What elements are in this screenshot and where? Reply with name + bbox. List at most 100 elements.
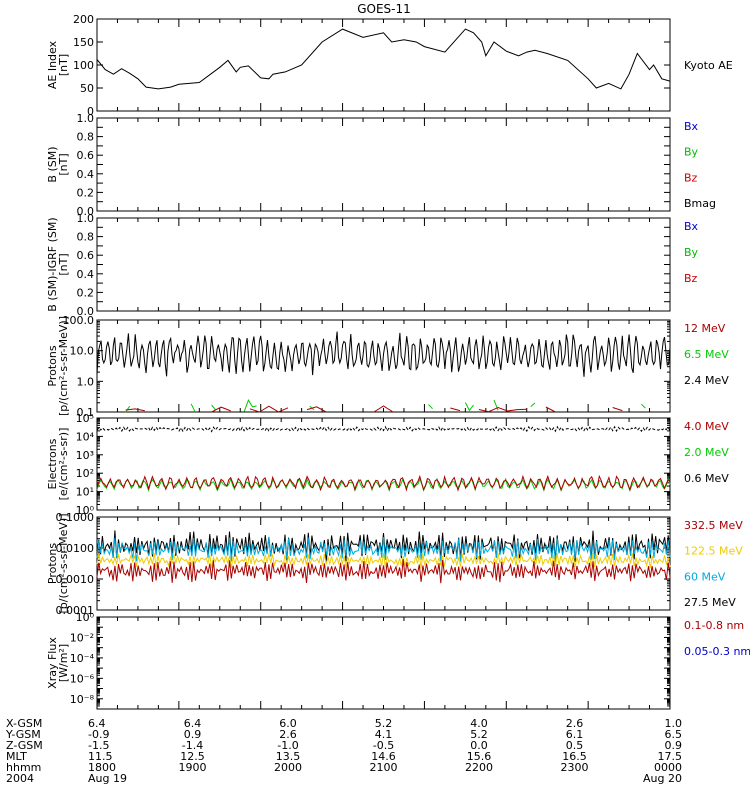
y-tick-label: 10⁻⁴ bbox=[70, 652, 95, 665]
y-tick-label: 0.0 bbox=[77, 205, 95, 218]
series-line bbox=[545, 406, 556, 413]
series-line bbox=[96, 559, 671, 584]
y-axis-label: B (SM) bbox=[46, 146, 59, 182]
series-line bbox=[211, 406, 231, 413]
y-tick-label: 100.0 bbox=[63, 314, 95, 327]
panel-frame bbox=[96, 117, 671, 212]
x-row-value: 0000 bbox=[654, 761, 682, 774]
legend-entry: 332.5 MeV bbox=[684, 519, 743, 532]
y-axis-label: AE Index bbox=[46, 40, 59, 89]
panel-frame bbox=[96, 516, 671, 611]
series-line bbox=[428, 404, 433, 410]
legend-entry: By bbox=[684, 246, 699, 259]
y-tick-label: 10⁻⁶ bbox=[70, 672, 95, 685]
y-axis-label: [p/(cm²-s-sr-MeV)] bbox=[57, 316, 70, 416]
legend-entry: 60 MeV bbox=[684, 570, 726, 583]
y-tick-label: 0.0010 bbox=[56, 573, 95, 586]
x-row-value: 6.1 bbox=[566, 728, 584, 741]
x-row-value: 4.0 bbox=[470, 717, 488, 730]
y-axis-label: Protons bbox=[46, 543, 59, 584]
y-tick-label: 0.1000 bbox=[56, 511, 95, 524]
series-line bbox=[190, 403, 196, 413]
y-tick-label: 10.0 bbox=[70, 345, 95, 358]
y-tick-label: 0.6 bbox=[77, 249, 95, 262]
series-line bbox=[464, 402, 474, 412]
x-row-label: Y-GSM bbox=[5, 728, 41, 741]
x-row-value: 13.5 bbox=[276, 750, 301, 763]
x-row-value: 1800 bbox=[88, 761, 116, 774]
series-line bbox=[96, 425, 671, 433]
y-tick-label: 100 bbox=[73, 59, 94, 72]
x-row-value: 0.5 bbox=[566, 739, 584, 752]
legend-entry: 0.1-0.8 nm bbox=[684, 619, 744, 632]
y-tick-label: 1.0 bbox=[77, 375, 95, 388]
x-row-value: 14.6 bbox=[371, 750, 396, 763]
x-row-value: 6.4 bbox=[88, 717, 106, 730]
legend-entry: 0.6 MeV bbox=[684, 472, 729, 485]
series-line bbox=[96, 331, 671, 377]
x-row-value: 15.6 bbox=[467, 750, 492, 763]
legend-entry: 0.05-0.3 nm bbox=[684, 645, 750, 658]
x-row-value: Aug 20 bbox=[643, 772, 682, 785]
legend-entry: 6.5 MeV bbox=[684, 348, 729, 361]
legend-entry: Bmag bbox=[684, 197, 716, 210]
x-row-value: 12.5 bbox=[180, 750, 205, 763]
x-row-value: 2000 bbox=[274, 761, 302, 774]
y-tick-label: 150 bbox=[73, 36, 94, 49]
y-tick-label: 10⁰ bbox=[76, 504, 95, 517]
x-row-label: hhmm bbox=[6, 761, 41, 774]
x-row-value: 0.9 bbox=[665, 739, 683, 752]
x-row-value: 5.2 bbox=[375, 717, 393, 730]
x-row-label: Z-GSM bbox=[6, 739, 43, 752]
series-line bbox=[641, 403, 646, 409]
x-row-value: 0.0 bbox=[470, 739, 488, 752]
x-row-value: -1.5 bbox=[88, 739, 109, 752]
panel-frame bbox=[96, 319, 671, 413]
x-row-value: -0.9 bbox=[88, 728, 109, 741]
y-tick-label: 10⁵ bbox=[76, 412, 94, 425]
series-line bbox=[478, 406, 527, 413]
y-tick-label: 1.0 bbox=[77, 112, 95, 125]
y-tick-label: 10² bbox=[76, 467, 94, 480]
legend-entry: 12 MeV bbox=[684, 322, 726, 335]
series-line bbox=[96, 536, 671, 563]
y-tick-label: 0.8 bbox=[77, 131, 95, 144]
series-line bbox=[450, 407, 461, 412]
y-axis-label: Protons bbox=[46, 345, 59, 386]
y-tick-label: 10⁰ bbox=[76, 611, 95, 624]
legend-entry: Bz bbox=[684, 272, 698, 285]
x-row-value: 5.2 bbox=[470, 728, 488, 741]
legend-entry: 2.0 MeV bbox=[684, 446, 729, 459]
x-row-label: 2004 bbox=[6, 772, 34, 785]
legend-entry: 4.0 MeV bbox=[684, 420, 729, 433]
series-line bbox=[493, 399, 499, 411]
y-tick-label: 0.2 bbox=[77, 186, 95, 199]
series-line bbox=[96, 530, 671, 563]
x-row-value: 1900 bbox=[179, 761, 207, 774]
x-row-value: 16.5 bbox=[562, 750, 587, 763]
y-tick-label: 10⁴ bbox=[76, 430, 95, 443]
y-tick-label: 50 bbox=[80, 82, 94, 95]
series-line bbox=[243, 399, 257, 412]
y-tick-label: 0.8 bbox=[77, 231, 95, 244]
panel-frame bbox=[96, 616, 671, 710]
y-tick-label: 0.2 bbox=[77, 286, 95, 299]
x-row-value: Aug 19 bbox=[88, 772, 127, 785]
y-tick-label: 200 bbox=[73, 13, 94, 26]
y-tick-label: 10⁻⁸ bbox=[70, 693, 95, 706]
series-line bbox=[306, 406, 327, 413]
y-axis-label: Electrons bbox=[46, 438, 59, 489]
panel-frame bbox=[96, 217, 671, 312]
y-tick-label: 0.4 bbox=[77, 268, 95, 281]
x-row-value: -1.0 bbox=[277, 739, 298, 752]
legend-entry: 2.4 MeV bbox=[684, 374, 729, 387]
y-tick-label: 0.0 bbox=[77, 305, 95, 318]
y-axis-label: [W/m²] bbox=[57, 644, 70, 682]
x-row-label: MLT bbox=[6, 750, 27, 763]
y-tick-label: 1.0 bbox=[77, 212, 95, 225]
legend-entry: Bz bbox=[684, 171, 698, 184]
series-line bbox=[249, 405, 289, 413]
y-tick-label: 0.6 bbox=[77, 149, 95, 162]
legend-entry: Kyoto AE bbox=[684, 59, 733, 72]
y-axis-label: [nT] bbox=[57, 253, 70, 275]
